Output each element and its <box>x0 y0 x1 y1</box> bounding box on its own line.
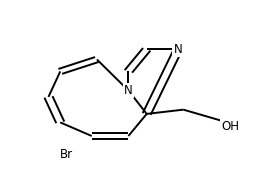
Text: Br: Br <box>60 148 73 161</box>
Text: N: N <box>174 43 183 56</box>
Text: OH: OH <box>222 120 239 133</box>
Text: N: N <box>124 84 133 97</box>
